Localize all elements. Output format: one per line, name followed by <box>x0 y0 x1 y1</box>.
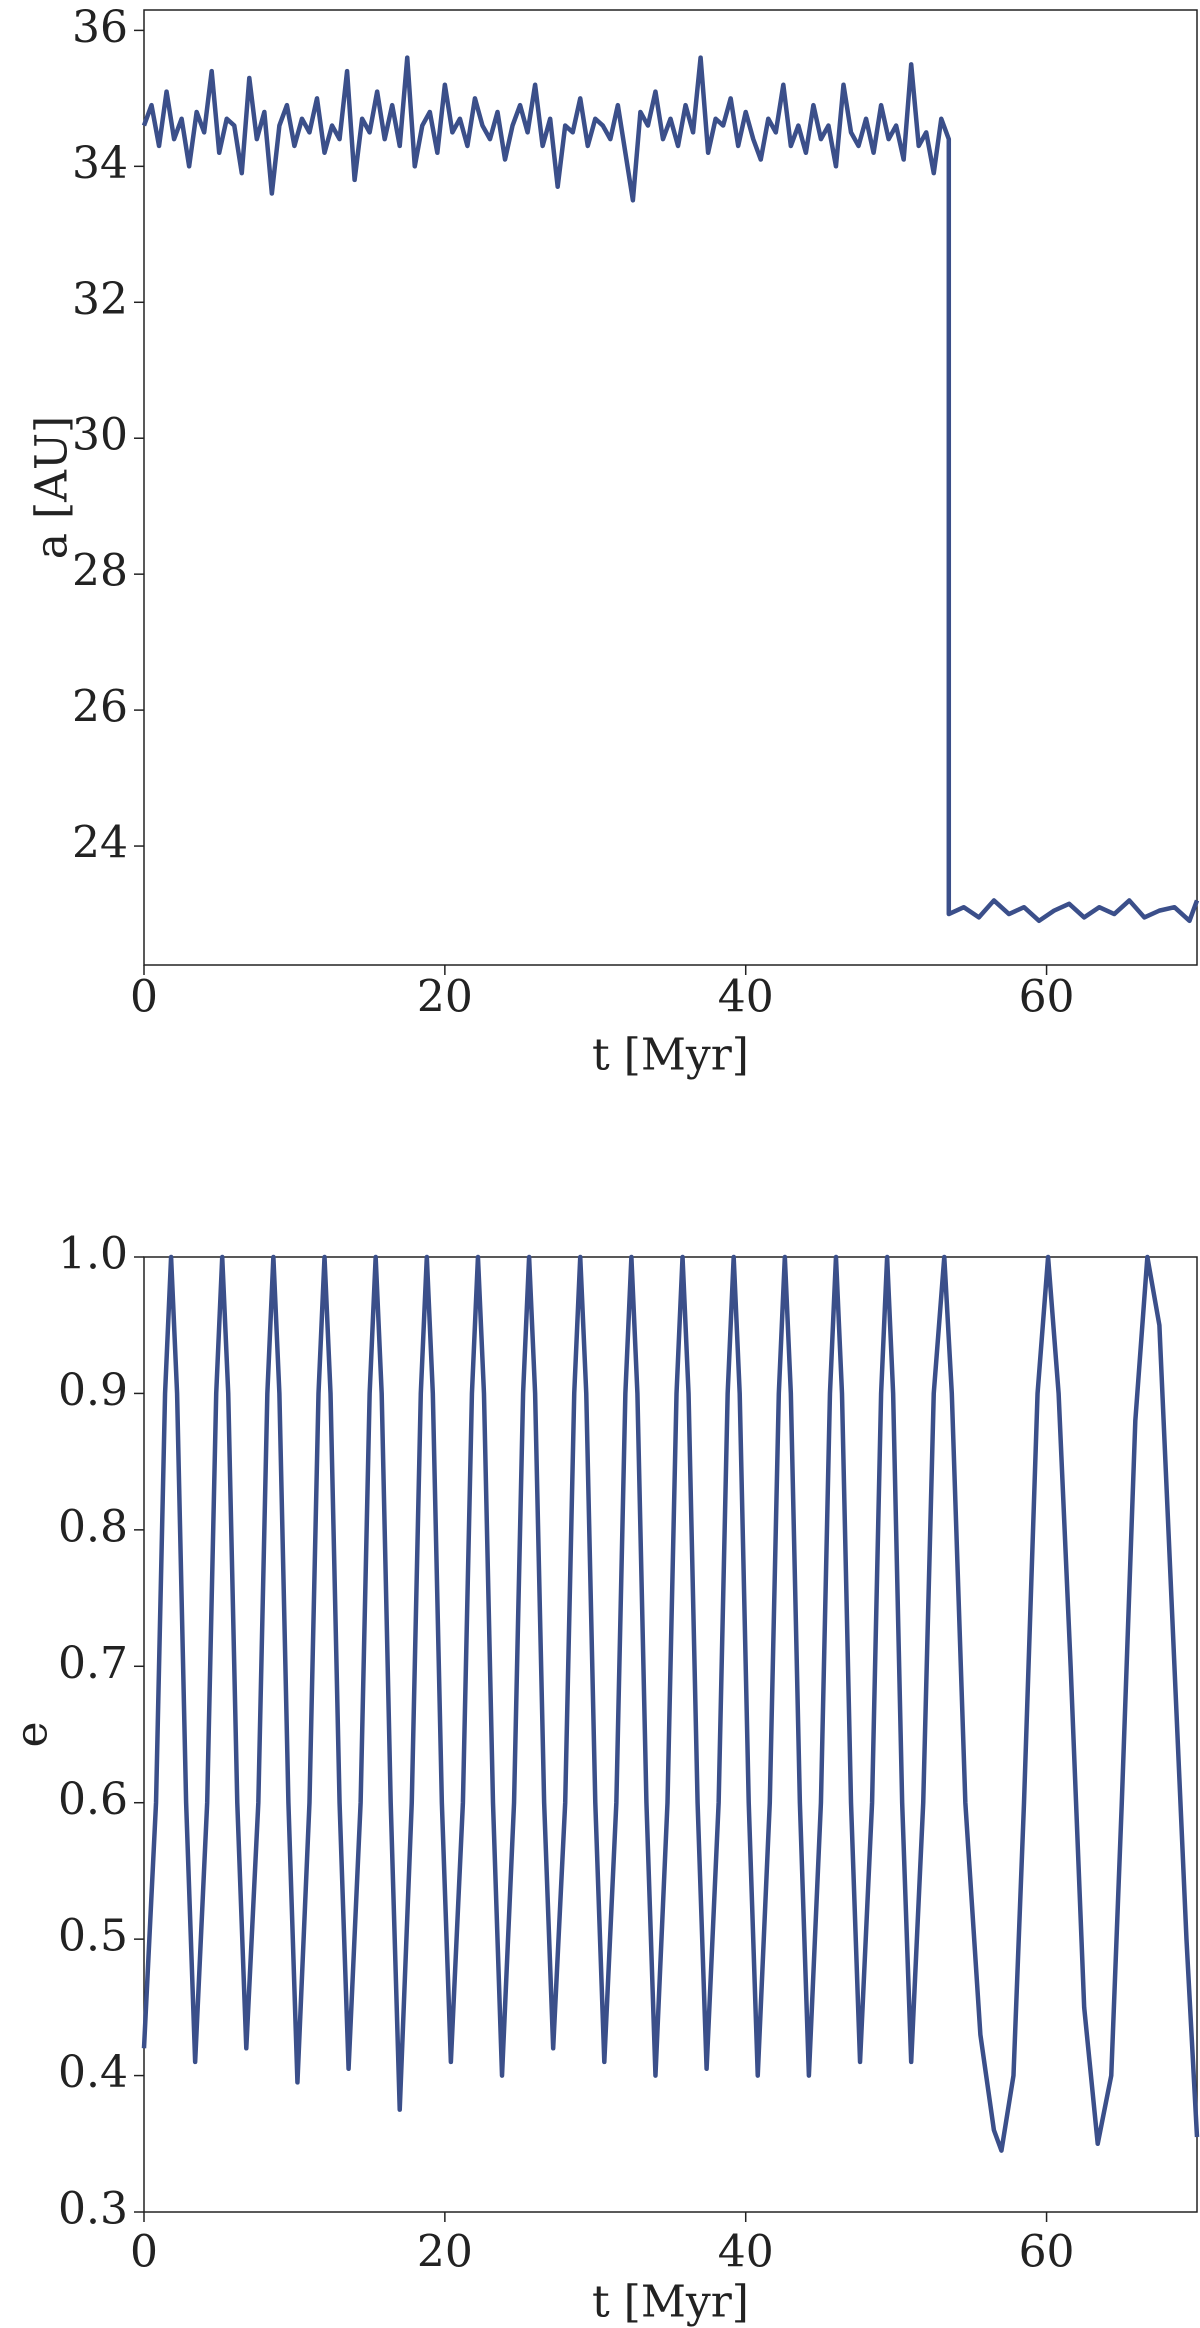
y-tick-label: 1.0 <box>58 1229 128 1280</box>
x-tick-label: 20 <box>417 2227 473 2278</box>
y-tick-label: 30 <box>72 410 128 461</box>
y-tick-label: 28 <box>72 546 128 597</box>
y-tick-label: 0.8 <box>58 1501 128 1552</box>
x-tick-label: 0 <box>130 2227 158 2278</box>
x-tick-label: 40 <box>718 2227 774 2278</box>
y-tick-label: 26 <box>72 682 128 733</box>
plot-frame <box>143 9 1198 966</box>
x-tick-label: 20 <box>417 972 473 1023</box>
plot-frame <box>143 1256 1198 2213</box>
y-tick-label: 34 <box>72 138 128 189</box>
y-axis-label: e <box>7 1721 58 1747</box>
y-tick-label: 0.5 <box>58 1911 128 1962</box>
y-tick-label: 36 <box>72 2 128 53</box>
y-tick-label: 0.3 <box>58 2184 128 2235</box>
x-axis-label: t [Myr] <box>592 2277 749 2328</box>
x-tick-label: 0 <box>130 972 158 1023</box>
y-tick-label: 0.7 <box>58 1638 128 1689</box>
x-tick-label: 60 <box>1019 972 1075 1023</box>
x-axis-label: t [Myr] <box>592 1030 749 1081</box>
y-axis-label: a [AU] <box>27 416 78 559</box>
data-line <box>141 1254 1200 2153</box>
y-tick-label: 24 <box>72 818 128 869</box>
y-tick-label: 0.9 <box>58 1365 128 1416</box>
x-tick-label: 40 <box>718 972 774 1023</box>
y-tick-label: 32 <box>72 274 128 325</box>
y-tick-label: 0.6 <box>58 1774 128 1825</box>
x-tick-label: 60 <box>1019 2227 1075 2278</box>
y-tick-label: 0.4 <box>58 2047 128 2098</box>
data-line <box>141 55 1200 924</box>
